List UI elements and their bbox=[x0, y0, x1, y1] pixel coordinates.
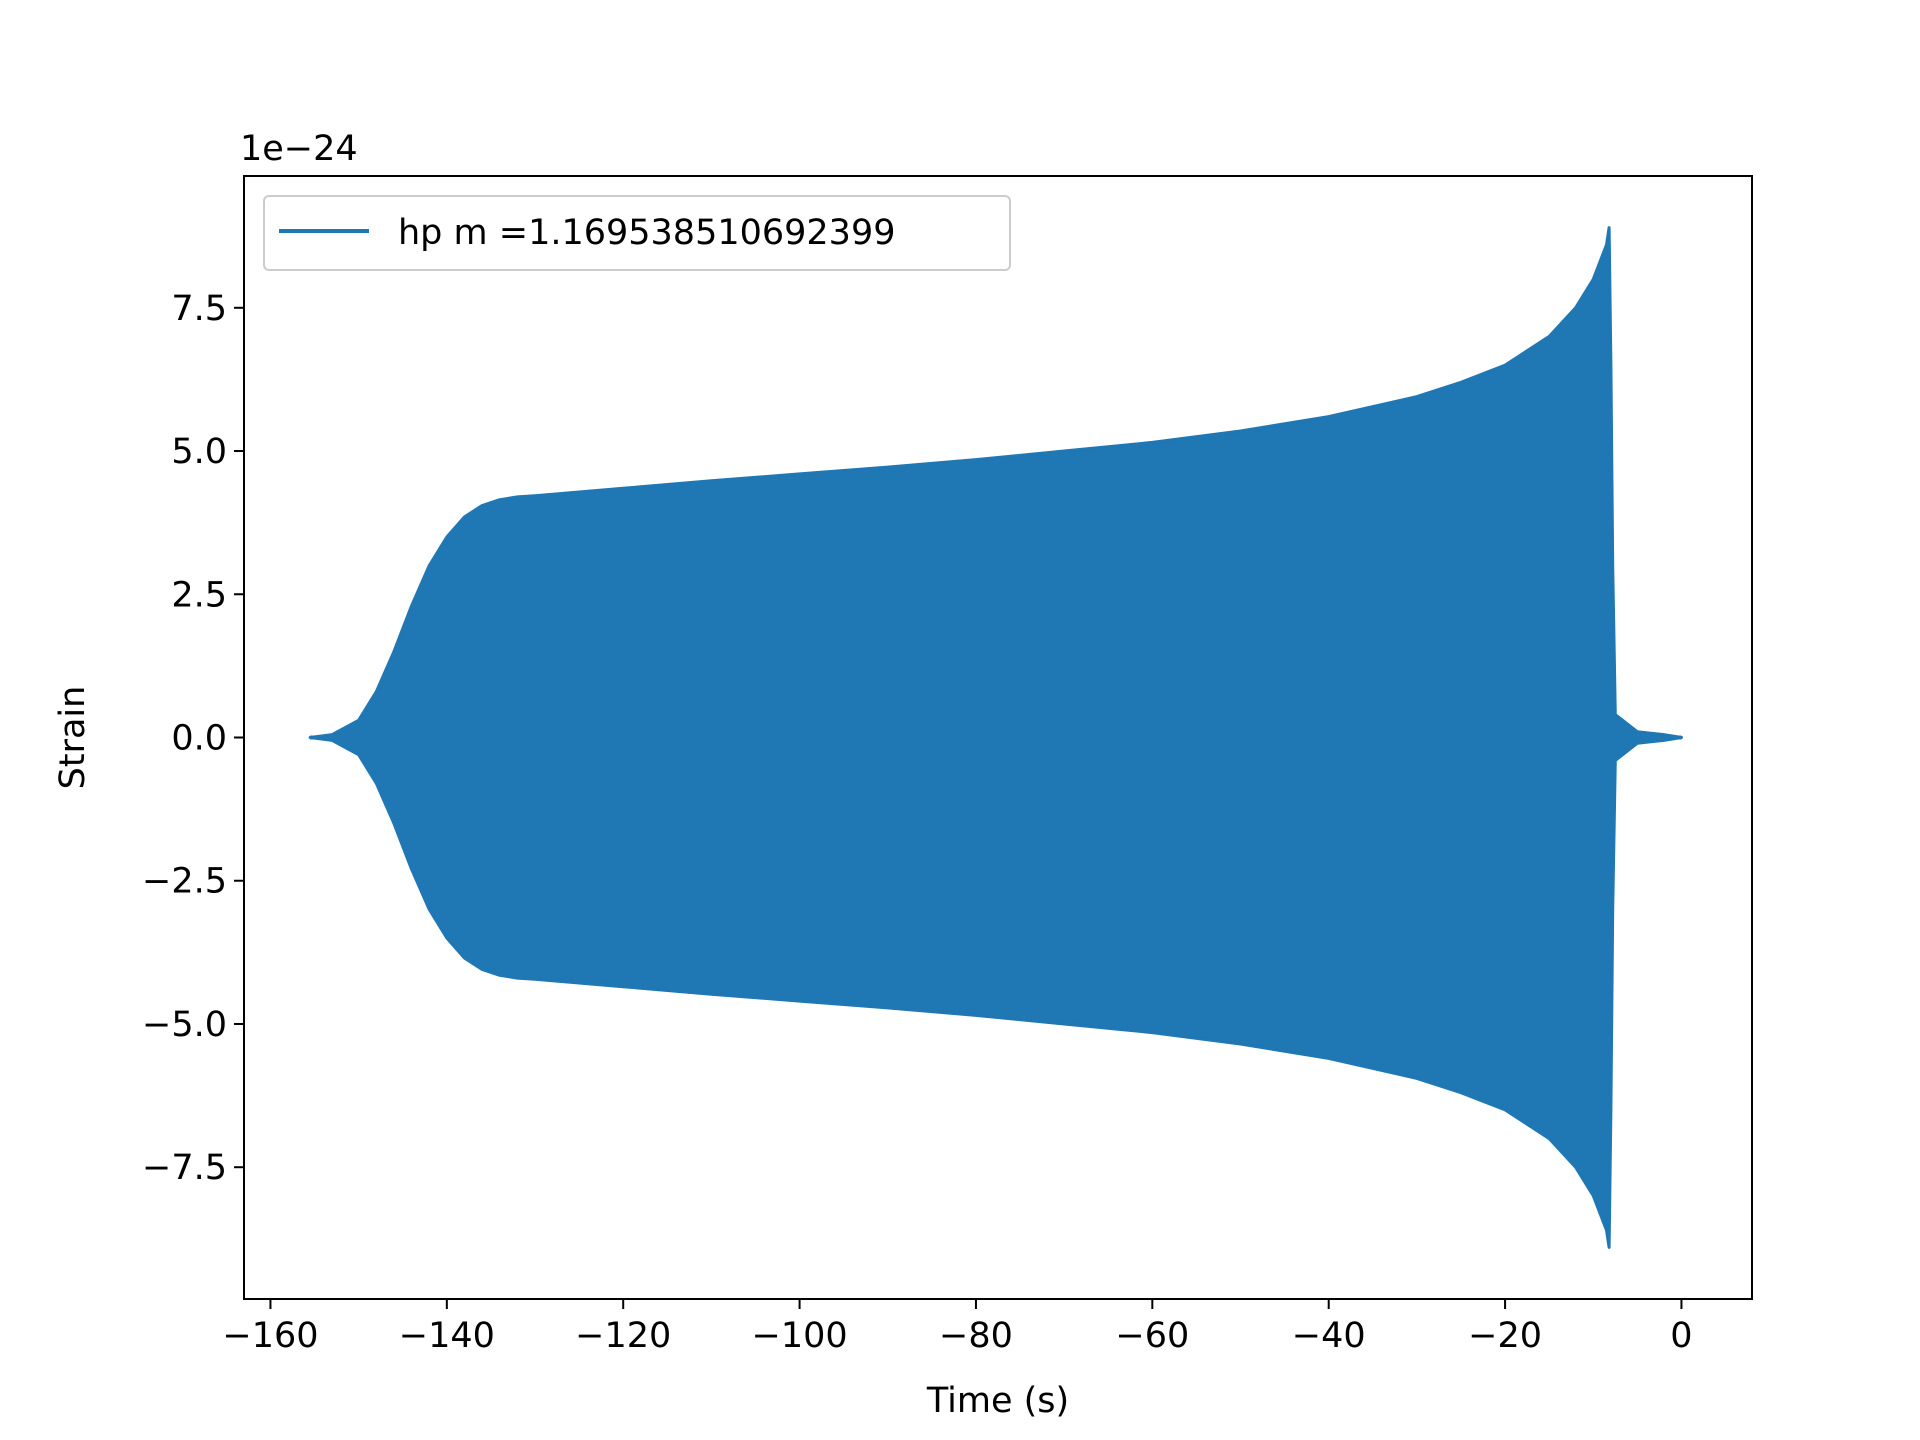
y-tick-label: 2.5 bbox=[171, 575, 227, 615]
y-tick-label: 0.0 bbox=[171, 719, 227, 759]
y-tick-label: 5.0 bbox=[171, 432, 227, 472]
x-tick-label: −140 bbox=[399, 1316, 495, 1356]
x-axis: −160 −140 −120 −100 −80 −60 −40 −20 0 bbox=[222, 1299, 1693, 1356]
y-tick-label: 7.5 bbox=[171, 289, 227, 329]
y-axis: −7.5 −5.0 −2.5 0.0 2.5 5.0 7.5 bbox=[142, 289, 244, 1188]
legend: hp m =1.169538510692399 bbox=[263, 195, 1011, 271]
x-tick-label: −160 bbox=[222, 1316, 318, 1356]
legend-box bbox=[263, 195, 1011, 271]
x-tick-label: −40 bbox=[1292, 1316, 1366, 1356]
y-axis-label: Strain bbox=[53, 686, 93, 790]
legend-label-hp: hp m =1.169538510692399 bbox=[398, 213, 896, 253]
x-tick-label: −80 bbox=[939, 1316, 1013, 1356]
data-layer bbox=[308, 226, 1683, 1249]
y-tick-label: −2.5 bbox=[142, 862, 227, 902]
y-tick-label: −5.0 bbox=[142, 1005, 227, 1045]
x-tick-label: −100 bbox=[752, 1316, 848, 1356]
x-tick-label: 0 bbox=[1670, 1316, 1692, 1356]
x-tick-label: −20 bbox=[1468, 1316, 1542, 1356]
x-tick-label: −120 bbox=[575, 1316, 671, 1356]
y-tick-label: −7.5 bbox=[142, 1148, 227, 1188]
y-axis-offset-label: 1e−24 bbox=[240, 129, 358, 169]
x-axis-label: Time (s) bbox=[926, 1381, 1069, 1421]
x-tick-label: −60 bbox=[1115, 1316, 1189, 1356]
